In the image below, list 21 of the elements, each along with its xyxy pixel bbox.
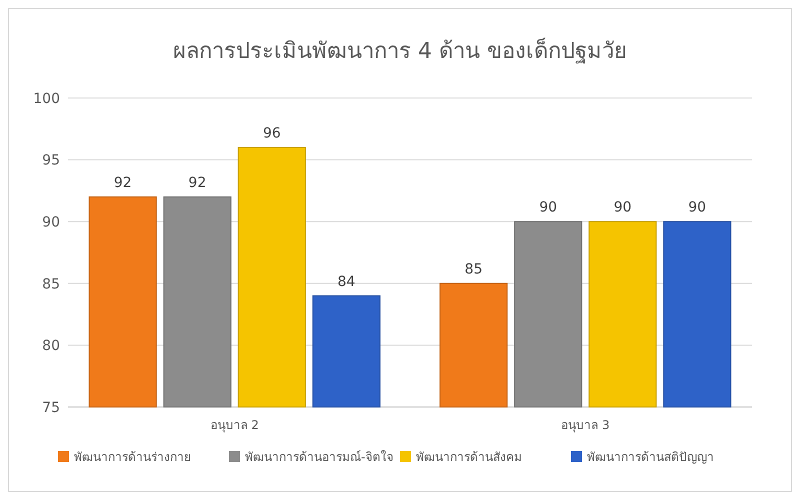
y-tick-label: 75	[42, 400, 60, 416]
y-tick-label: 90	[42, 214, 60, 230]
y-tick-label: 80	[42, 338, 60, 354]
legend-label: พัฒนาการด้านสังคม	[416, 450, 522, 464]
y-tick-label: 85	[42, 276, 60, 292]
data-label: 85	[464, 261, 482, 278]
legend-label: พัฒนาการด้านร่างกาย	[74, 450, 191, 464]
x-tick-label: อนุบาล 3	[561, 418, 610, 433]
data-label: 92	[114, 174, 132, 191]
legend-label: พัฒนาการด้านอารมณ์-จิตใจ	[245, 450, 394, 464]
data-label: 90	[688, 200, 706, 216]
data-label: 84	[338, 274, 356, 290]
chart-title: ผลการประเมินพัฒนาการ 4 ด้าน ของเด็กปฐมวัย	[173, 36, 627, 64]
x-tick-label: อนุบาล 2	[210, 418, 259, 433]
data-label: 90	[539, 200, 558, 216]
legend-label: พัฒนาการด้านสติปัญญา	[587, 450, 714, 464]
data-label: 96	[262, 125, 281, 142]
data-label: 90	[614, 200, 632, 216]
y-tick-label: 100	[33, 90, 60, 107]
data-label: 92	[188, 174, 206, 191]
y-tick-label: 95	[42, 152, 60, 169]
